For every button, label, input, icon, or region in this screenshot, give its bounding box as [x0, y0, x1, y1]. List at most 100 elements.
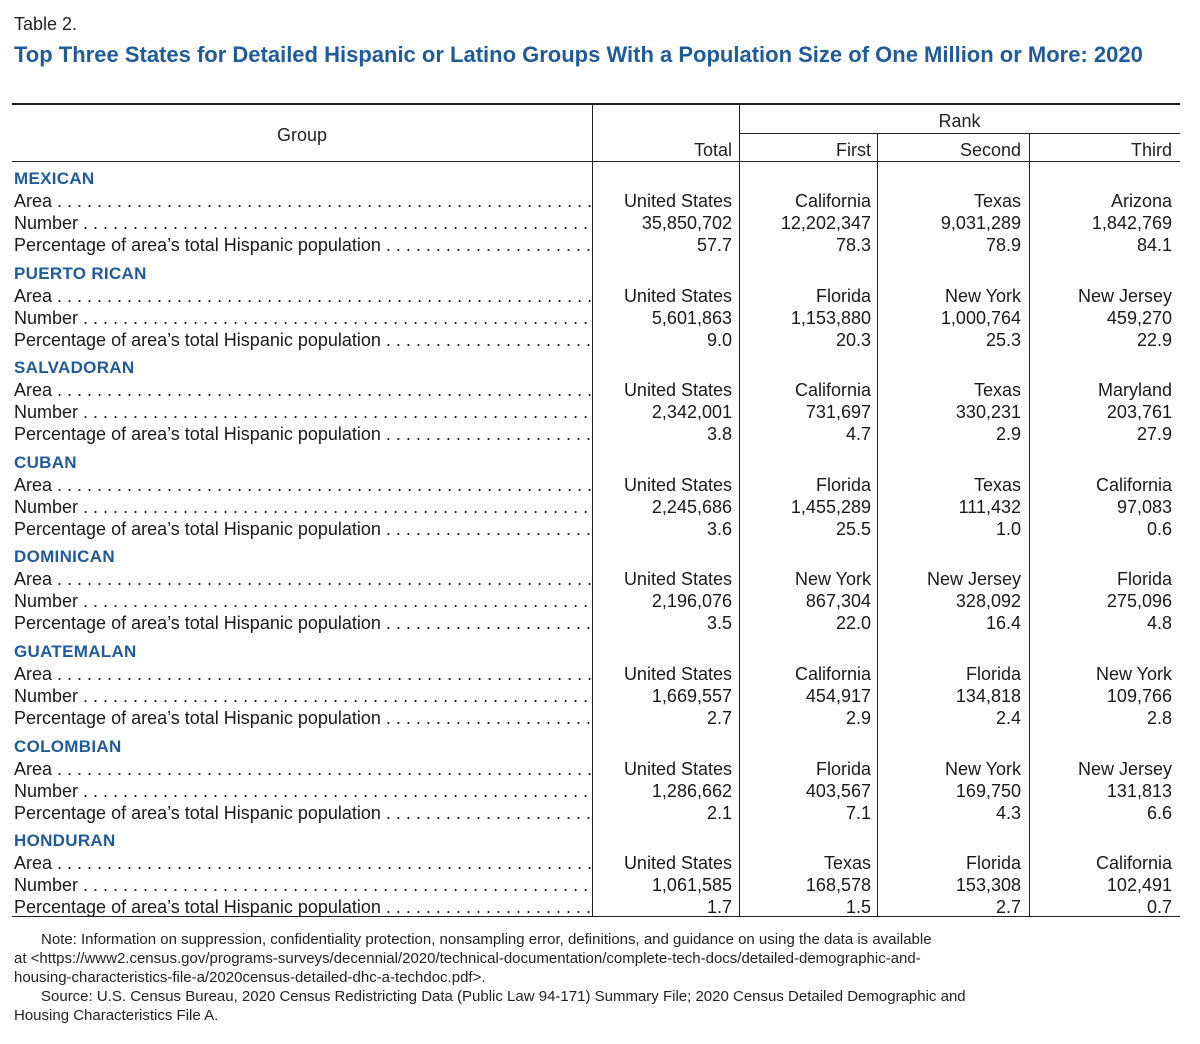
row-label: Percentage of area’s total Hispanic popu…	[14, 707, 592, 729]
cell-second: 169,750	[955, 780, 1021, 801]
top-rule	[12, 103, 1180, 105]
table-row: Percentage of area’s total Hispanic popu…	[12, 518, 1180, 540]
cell-total: United States	[623, 663, 732, 684]
cell-first: California	[794, 663, 871, 684]
cell-first: Florida	[815, 474, 871, 495]
cell-second: 9,031,289	[940, 213, 1021, 233]
row-label: Number	[14, 780, 592, 802]
table-row: Area United States California Texas Maryland	[12, 379, 1180, 401]
cell-first: 1,153,880	[790, 307, 871, 328]
cell-first: New York	[794, 569, 871, 590]
table-row: Number 2,196,076 867,304 328,092 275,096	[12, 590, 1180, 612]
header-rule	[12, 161, 1180, 162]
table-row: Number 1,286,662 403,567 169,750 131,813	[12, 780, 1180, 802]
cell-third: 275,096	[1106, 591, 1172, 612]
header-rank: Rank	[938, 111, 981, 131]
table-row: Area United States New York New Jersey Flori…	[12, 568, 1180, 590]
column-divider	[739, 104, 740, 916]
group-name: COLOMBIAN	[14, 736, 122, 756]
cell-third: 97,083	[1116, 496, 1172, 517]
cell-first: California	[794, 380, 871, 401]
cell-first: 25.5	[835, 518, 871, 539]
table-row: Number 35,850,702 12,202,347 9,031,289 1,842…	[12, 212, 1180, 234]
table-row: Area United States Florida New York New Jers…	[12, 285, 1180, 307]
table-title: Top Three States for Detailed Hispanic o…	[14, 42, 1143, 67]
cell-third: California	[1095, 853, 1172, 874]
table-row: Number 5,601,863 1,153,880 1,000,764 459,270	[12, 307, 1180, 329]
cell-second: 2.4	[995, 707, 1021, 728]
table-row: Number 2,245,686 1,455,289 111,432 97,083	[12, 496, 1180, 518]
cell-second: New York	[944, 758, 1021, 779]
cell-third: 1,842,769	[1091, 213, 1172, 233]
cell-total: 2.7	[706, 707, 732, 728]
note-line: Note: Information on suppression, confid…	[41, 931, 932, 948]
table-row: Percentage of area’s total Hispanic popu…	[12, 802, 1180, 824]
cell-second: 1.0	[995, 518, 1021, 539]
cell-total: 3.5	[706, 613, 732, 634]
cell-first: 22.0	[835, 613, 871, 634]
cell-first: 867,304	[805, 591, 871, 612]
cell-second: Texas	[973, 191, 1021, 211]
cell-first: 731,697	[805, 402, 871, 423]
row-label: Percentage of area’s total Hispanic popu…	[14, 329, 592, 351]
cell-second: Florida	[965, 663, 1021, 684]
row-label: Percentage of area’s total Hispanic popu…	[14, 612, 592, 634]
cell-total: 1,286,662	[651, 780, 732, 801]
cell-second: 2.9	[995, 424, 1021, 445]
cell-total: 57.7	[696, 235, 732, 255]
column-divider	[1029, 133, 1030, 916]
header-total: Total	[693, 140, 732, 160]
group-name: HONDURAN	[14, 831, 116, 851]
cell-total: 5,601,863	[651, 307, 732, 328]
header-third: Third	[1130, 140, 1172, 160]
row-label: Area	[14, 379, 592, 401]
cell-total: 3.6	[706, 518, 732, 539]
cell-third: 459,270	[1106, 307, 1172, 328]
bottom-rule	[12, 916, 1180, 917]
cell-second: 16.4	[985, 613, 1021, 634]
cell-total: United States	[623, 569, 732, 590]
column-divider	[877, 133, 878, 916]
table-row: Area United States California Texas Arizona	[12, 190, 1180, 212]
cell-first: 1.5	[845, 897, 871, 918]
row-label: Percentage of area’s total Hispanic popu…	[14, 802, 592, 824]
cell-second: 111,432	[958, 496, 1021, 517]
cell-third: 109,766	[1106, 685, 1172, 706]
cell-third: 4.8	[1146, 613, 1172, 634]
note-line: housing-characteristics-file-a/2020censu…	[14, 969, 486, 986]
row-label: Area	[14, 285, 592, 307]
table-row: Number 1,061,585 168,578 153,308 102,491	[12, 874, 1180, 896]
cell-second: Texas	[973, 380, 1021, 401]
cell-first: 168,578	[805, 875, 871, 896]
row-label: Percentage of area’s total Hispanic popu…	[14, 234, 592, 256]
cell-total: United States	[623, 191, 732, 211]
table-label: Table 2.	[14, 14, 78, 34]
header-second: Second	[959, 140, 1021, 160]
cell-total: United States	[623, 380, 732, 401]
row-label: Number	[14, 874, 592, 896]
group-name: PUERTO RICAN	[14, 263, 147, 283]
cell-third: 0.7	[1146, 897, 1172, 918]
cell-second: 134,818	[955, 685, 1021, 706]
cell-total: 35,850,702	[641, 213, 732, 233]
table-row: Area United States Florida Texas California	[12, 474, 1180, 496]
table-row: Area United States Florida New York New Jers…	[12, 758, 1180, 780]
cell-first: 1,455,289	[790, 496, 871, 517]
note-line: at <https://www2.census.gov/programs-sur…	[14, 950, 921, 967]
cell-total: 1,061,585	[651, 875, 732, 896]
source-line: Housing Characteristics File A.	[14, 1007, 219, 1024]
cell-total: 2.1	[706, 802, 732, 823]
cell-total: United States	[623, 853, 732, 874]
column-divider	[592, 104, 593, 916]
cell-first: 2.9	[845, 707, 871, 728]
cell-third: Florida	[1116, 569, 1172, 590]
table-row: Area United States Texas Florida California	[12, 852, 1180, 874]
cell-third: New Jersey	[1077, 285, 1172, 306]
cell-first: Texas	[823, 853, 871, 874]
cell-third: Maryland	[1097, 380, 1172, 401]
cell-first: 12,202,347	[780, 213, 871, 233]
